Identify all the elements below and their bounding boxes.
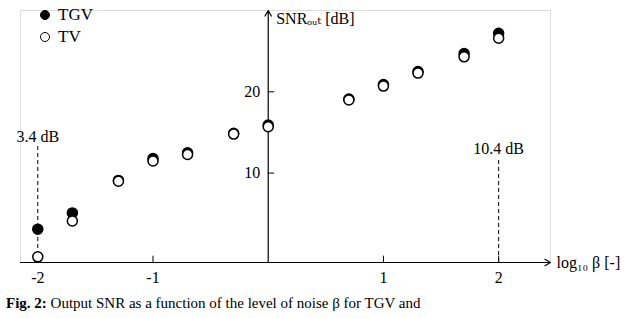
svg-text:log₁₀ β [-]: log₁₀ β [-] (557, 254, 621, 272)
svg-text:10: 10 (244, 164, 260, 181)
html-text:TV: TV (58, 27, 81, 46)
svg-text:-1: -1 (146, 269, 159, 286)
svg-text:10.4 dB: 10.4 dB (473, 140, 524, 157)
html-text:Fig. 2: Output SNR as a functi: Fig. 2: Output SNR as a function of the … (6, 295, 421, 311)
svg-text:2: 2 (495, 269, 503, 286)
svg-text:-2: -2 (31, 269, 44, 286)
svg-text:20: 20 (244, 83, 260, 100)
svg-text:SNRₒᵤₜ [dB]: SNRₒᵤₜ [dB] (276, 10, 354, 27)
html-text:TGV: TGV (58, 5, 93, 24)
svg-text:3.4 dB: 3.4 dB (16, 128, 59, 145)
svg-text:1: 1 (379, 269, 387, 286)
